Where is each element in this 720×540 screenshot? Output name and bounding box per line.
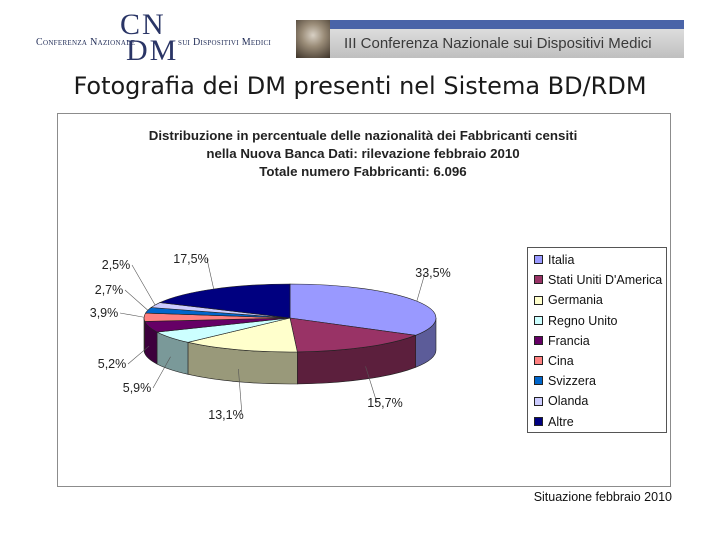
legend-label-0: Italia — [548, 253, 575, 267]
data-label-8: 17,5% — [173, 252, 208, 266]
legend-item-6: Svizzera — [534, 374, 596, 392]
portrait-photo — [296, 20, 330, 58]
leader-line-4 — [127, 345, 150, 365]
chart-title-line-3: Totale numero Fabbricanti: 6.096 — [259, 164, 467, 179]
logo-initials-top: CN — [120, 8, 166, 41]
data-label-2: 13,1% — [208, 408, 243, 422]
banner-accent-bar — [330, 20, 684, 29]
chart-title: Distribuzione in percentuale delle nazio… — [57, 127, 669, 181]
data-label-0: 33,5% — [415, 266, 450, 280]
data-label-4: 5,2% — [98, 357, 127, 371]
legend-swatch-8 — [534, 416, 543, 426]
pie-slice-1 — [289, 317, 417, 353]
data-label-3: 5,9% — [123, 381, 152, 395]
legend-swatch-5 — [534, 356, 543, 366]
footnote: Situazione febbraio 2010 — [533, 490, 672, 504]
legend-label-6: Svizzera — [548, 374, 596, 389]
legend-item-8: Altre — [534, 415, 574, 433]
legend-label-5: Cina — [548, 354, 574, 368]
legend-swatch-2 — [534, 295, 543, 305]
legend-item-5: Cina — [534, 354, 574, 372]
banner-text: III Conferenza Nazionale sui Dispositivi… — [344, 35, 652, 52]
chart-title-line-1: Distribuzione in percentuale delle nazio… — [148, 128, 578, 143]
chart-title-line-2: nella Nuova Banca Dati: rilevazione febb… — [206, 146, 520, 161]
legend-swatch-4 — [534, 336, 543, 345]
legend-label-2: Germania — [548, 293, 603, 308]
pie-slice-0 — [289, 283, 437, 336]
chart-legend: Italia Stati Uniti D'America Germania Regno… — [527, 247, 667, 433]
legend-label-7: Olanda — [548, 394, 589, 409]
header-bar: Conferenza Nazionale CN DM sui Dispositi… — [0, 0, 720, 70]
slide-title: Fotografia dei DM presenti nel Sistema B… — [73, 72, 647, 100]
legend-item-7: Olanda — [534, 394, 588, 412]
data-label-6: 2,7% — [95, 283, 124, 297]
data-label-7: 2,5% — [102, 258, 131, 272]
legend-swatch-1 — [534, 275, 543, 285]
leader-line-8 — [206, 258, 215, 290]
leader-line-5 — [119, 312, 145, 318]
leader-line-2 — [238, 368, 243, 416]
leader-line-6 — [124, 289, 149, 311]
legend-swatch-3 — [534, 315, 543, 325]
logo-right-text: sui Dispositivi Medici — [178, 37, 272, 48]
legend-item-0: Italia — [534, 253, 574, 271]
legend-item-4: Francia — [534, 334, 590, 352]
legend-label-4: Francia — [548, 333, 590, 348]
legend-item-2: Germania — [534, 293, 603, 311]
legend-item-1: Stati Uniti D'America — [534, 273, 662, 291]
data-label-1: 15,7% — [367, 396, 402, 410]
data-label-5: 3,9% — [90, 306, 119, 320]
legend-item-3: Regno Unito — [534, 314, 618, 332]
legend-label-1: Stati Uniti D'America — [548, 273, 663, 288]
legend-label-8: Altre — [548, 414, 574, 429]
legend-swatch-7 — [534, 396, 543, 406]
leader-line-3 — [152, 356, 171, 389]
logo-initials-bottom: DM — [126, 34, 179, 67]
legend-swatch-0 — [534, 255, 543, 265]
logo-left-text: Conferenza Nazionale — [36, 37, 136, 48]
pie-slice-2 — [187, 317, 298, 353]
leader-line-7 — [131, 264, 156, 306]
legend-label-3: Regno Unito — [548, 313, 618, 328]
cndm-logo: CN DM — [120, 10, 176, 66]
leader-line-0 — [416, 272, 426, 302]
legend-swatch-6 — [534, 376, 543, 386]
leader-line-1 — [365, 366, 378, 404]
